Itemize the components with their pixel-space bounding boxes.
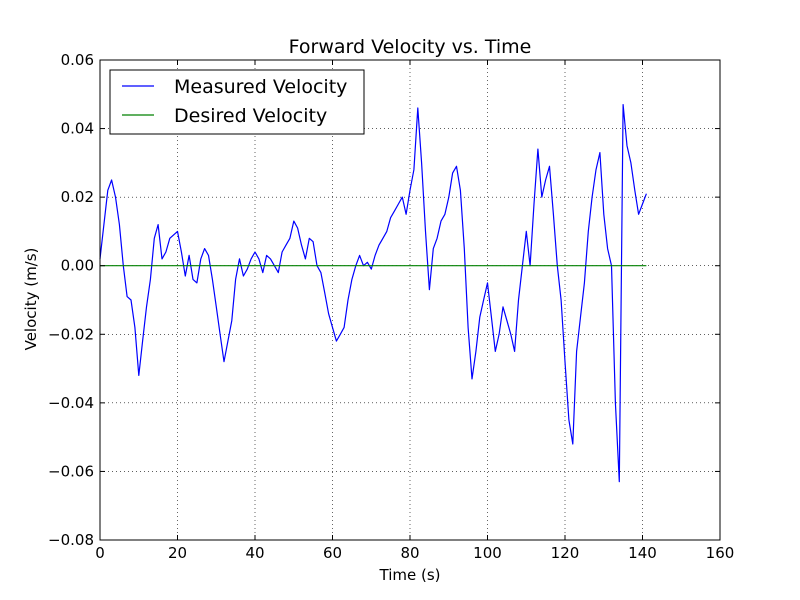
y-tick-label: −0.02: [48, 325, 94, 343]
y-tick-label: −0.08: [48, 531, 94, 549]
ticks: 0 20 40 60 80 100 120 140 160 −0.08 −0.06 −0.04 −0.0…: [48, 51, 734, 562]
x-tick-label: 120: [551, 544, 580, 562]
y-tick-label: −0.06: [48, 462, 94, 480]
chart-title: Forward Velocity vs. Time: [289, 36, 532, 58]
series-line-measured: [99, 103, 647, 483]
x-tick-label: 100: [473, 544, 502, 562]
y-tick-label: 0.02: [61, 188, 94, 206]
y-tick-label: 0.00: [61, 257, 94, 275]
x-tick-label: 0: [95, 544, 105, 562]
series-layer: [99, 103, 647, 483]
legend-label-measured: Measured Velocity: [174, 76, 347, 98]
x-tick-label: 160: [706, 544, 735, 562]
legend-box: [109, 69, 365, 135]
legend-label-desired: Desired Velocity: [174, 105, 327, 127]
y-tick-label: −0.04: [48, 394, 94, 412]
x-tick-label: 140: [628, 544, 657, 562]
y-axis-title: Velocity (m/s): [22, 248, 40, 351]
x-tick-label: 80: [400, 544, 419, 562]
x-axis-title: Time (s): [379, 566, 441, 584]
y-tick-label: 0.06: [61, 51, 94, 69]
x-tick-label: 60: [323, 544, 342, 562]
x-tick-label: 40: [245, 544, 264, 562]
y-tick-label: 0.04: [61, 120, 94, 138]
legend: Measured Velocity Desired Velocity: [109, 69, 365, 135]
x-tick-label: 20: [168, 544, 187, 562]
